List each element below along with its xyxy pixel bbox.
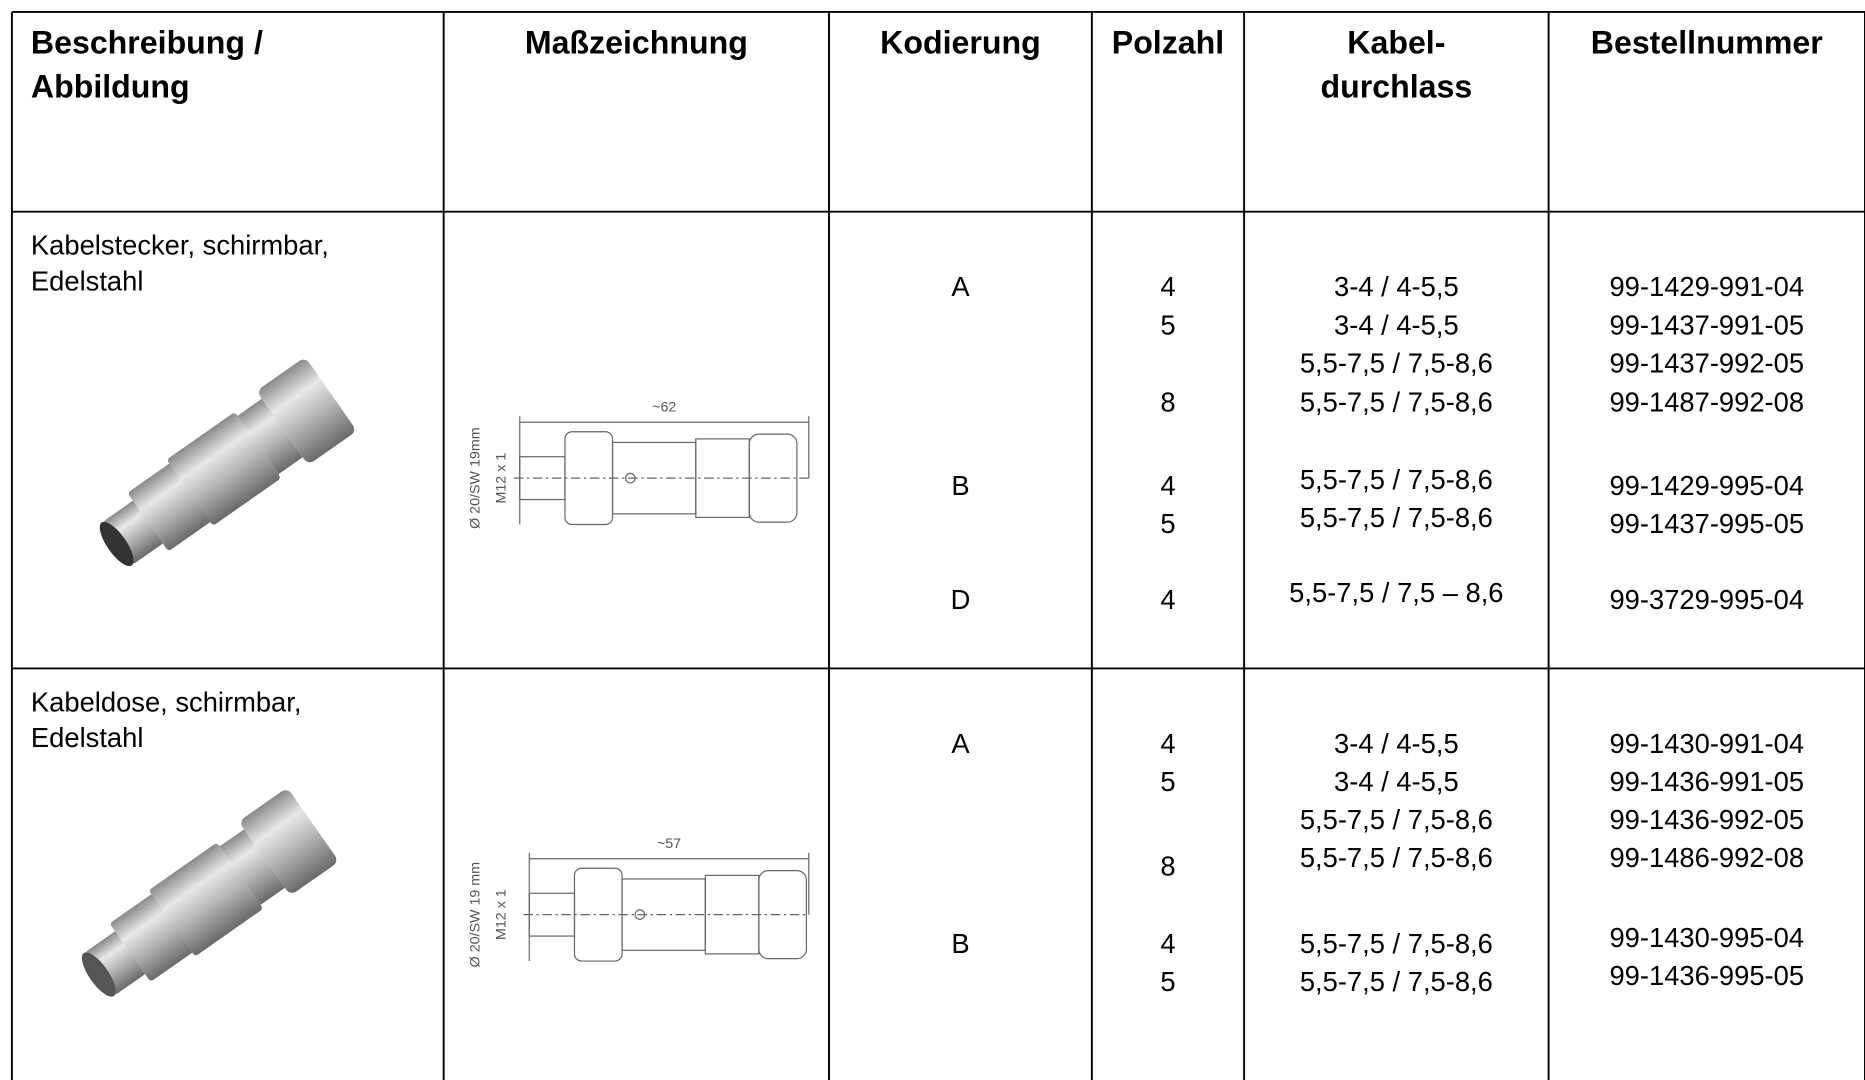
dimension-label: ~62 (652, 400, 676, 416)
cell-text: 5,5-7,5 / 7,5-8,6 (1300, 966, 1493, 997)
drawing-part (695, 438, 750, 518)
photo-part (110, 894, 193, 981)
product-photo (99, 359, 355, 567)
photo-part (237, 398, 303, 475)
dimension-label: M12 x 1 (494, 889, 510, 940)
description: Kabeldose, schirmbar, (31, 686, 302, 717)
cell-text: 5 (1160, 309, 1175, 340)
photo-part (259, 359, 355, 463)
cell-text: 5 (1160, 508, 1175, 539)
header-cell: Beschreibung / (31, 25, 263, 61)
cell-text: 5,5-7,5 / 7,5-8,6 (1300, 387, 1493, 418)
cell-text: 8 (1160, 850, 1175, 881)
cell-text: 99-3729-995-04 (1609, 584, 1804, 615)
cell-text: A (951, 271, 970, 302)
table: Beschreibung / Abbildung Maßzeichnung Kodie… (10, 10, 1865, 1080)
dimension-label: Ø 20/SW 19 mm (468, 862, 484, 967)
cell-text: 8 (1160, 387, 1175, 418)
cell-text: B (951, 928, 969, 959)
cell-text: 99-1436-995-05 (1609, 960, 1804, 991)
cell-text: 99-1436-992-05 (1609, 804, 1804, 835)
cell-text: 3-4 / 4-5,5 (1334, 271, 1459, 302)
drawing-part (704, 874, 760, 955)
cell-text: 99-1437-995-05 (1609, 508, 1804, 539)
cell-text: B (951, 470, 969, 501)
photo-part (128, 463, 211, 550)
cell-text: 5,5-7,5 / 7,5-8,6 (1300, 804, 1493, 835)
cell-text: 99-1430-995-04 (1609, 922, 1804, 953)
cell-text: 4 (1160, 928, 1175, 959)
cell-text: 99-1430-991-04 (1609, 728, 1804, 759)
header-cell: Bestellnummer (1591, 25, 1823, 61)
cell-text: 3-4 / 4-5,5 (1334, 766, 1459, 797)
photo-part (103, 500, 164, 564)
header-cell: Kabel- (1347, 25, 1445, 61)
dimension-label: Ø 20/SW 19mm (468, 427, 484, 528)
header-cell: Kodierung (880, 25, 1041, 61)
photo-part (99, 521, 134, 567)
cell-text: 99-1486-992-08 (1609, 842, 1804, 873)
cell-text: 4 (1160, 584, 1175, 615)
description: Edelstahl (31, 265, 144, 296)
cell-text: 5 (1160, 766, 1175, 797)
photo-part (85, 931, 147, 995)
photo-part (167, 413, 280, 525)
cell-text: 3-4 / 4-5,5 (1334, 309, 1459, 340)
cell-text: 5,5-7,5 / 7,5 – 8,6 (1289, 577, 1503, 608)
cell-text: 99-1429-991-04 (1609, 271, 1804, 302)
header-cell: Polzahl (1112, 25, 1224, 61)
product-photo (81, 790, 337, 997)
header-cell: Maßzeichnung (525, 25, 748, 61)
cell-text: 99-1436-991-05 (1609, 766, 1804, 797)
cell-text: 4 (1160, 271, 1175, 302)
cell-text: A (951, 728, 970, 759)
drawing-part (634, 909, 646, 921)
photo-part (241, 790, 337, 893)
description: Edelstahl (31, 722, 144, 753)
cell-text: 99-1487-992-08 (1609, 387, 1804, 418)
cell-text: 5 (1160, 966, 1175, 997)
photo-part (81, 952, 116, 997)
header-cell: durchlass (1321, 69, 1473, 105)
cell-text: 3-4 / 4-5,5 (1334, 728, 1459, 759)
cell-text: 4 (1160, 470, 1175, 501)
photo-part (219, 829, 285, 905)
drawing-part (625, 472, 636, 484)
cell-text: 99-1429-995-04 (1609, 470, 1804, 501)
cell-text: 5,5-7,5 / 7,5-8,6 (1300, 502, 1493, 533)
photo-part (150, 843, 262, 956)
cell-text: 99-1437-992-05 (1609, 347, 1804, 378)
cell-text: 5,5-7,5 / 7,5-8,6 (1300, 928, 1493, 959)
description: Kabelstecker, schirmbar, (31, 230, 329, 261)
cell-text: 99-1437-991-05 (1609, 309, 1804, 340)
header-cell: Abbildung (31, 69, 190, 105)
cell-text: 5,5-7,5 / 7,5-8,6 (1300, 347, 1493, 378)
dimension-label: ~57 (657, 836, 681, 852)
dimension-label: M12 x 1 (494, 453, 510, 504)
cell-text: 5,5-7,5 / 7,5-8,6 (1300, 842, 1493, 873)
cell-text: 5,5-7,5 / 7,5-8,6 (1300, 464, 1493, 495)
cell-text: 4 (1160, 728, 1175, 759)
cell-text: D (951, 584, 971, 615)
